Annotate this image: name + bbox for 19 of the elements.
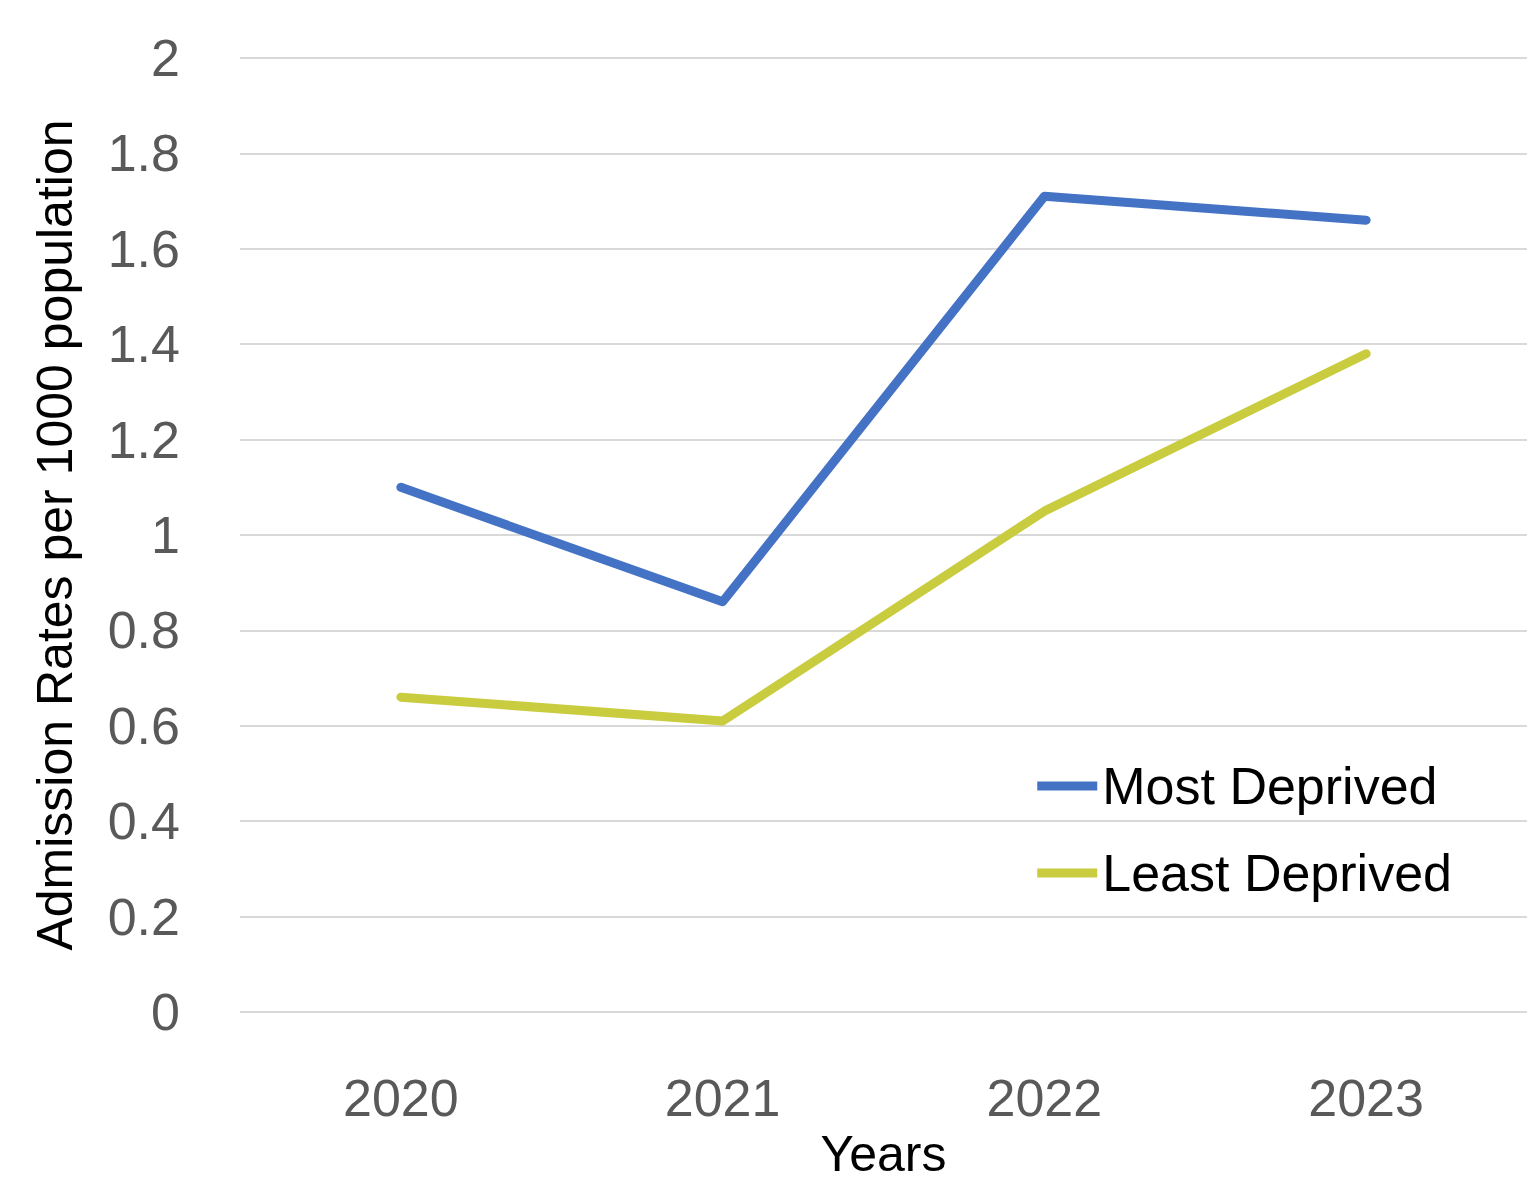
x-tick-label: 2021 <box>664 1069 781 1127</box>
y-tick-label: 2 <box>151 29 180 87</box>
legend-label: Most Deprived <box>1102 757 1438 815</box>
y-tick-label: 0.4 <box>107 792 180 851</box>
y-tick-label: 0.8 <box>107 601 180 660</box>
y-tick-label: 1.4 <box>107 315 180 374</box>
y-tick-label: 1.6 <box>107 219 180 278</box>
x-tick-label: 2022 <box>986 1069 1103 1127</box>
y-tick-label: 1 <box>151 506 180 564</box>
x-tick-label: 2020 <box>343 1069 459 1127</box>
x-axis-title: Years <box>820 1125 947 1182</box>
x-tick-label: 2023 <box>1308 1069 1424 1127</box>
y-axis-title: Admission Rates per 1000 population <box>27 119 83 951</box>
legend-label: Least Deprived <box>1102 844 1453 902</box>
y-tick-label: 0 <box>151 983 180 1041</box>
y-tick-label: 1.2 <box>107 410 180 469</box>
y-tick-label: 0.6 <box>107 696 180 755</box>
y-tick-label: 0.2 <box>107 887 180 946</box>
y-tick-label: 1.8 <box>107 124 180 183</box>
